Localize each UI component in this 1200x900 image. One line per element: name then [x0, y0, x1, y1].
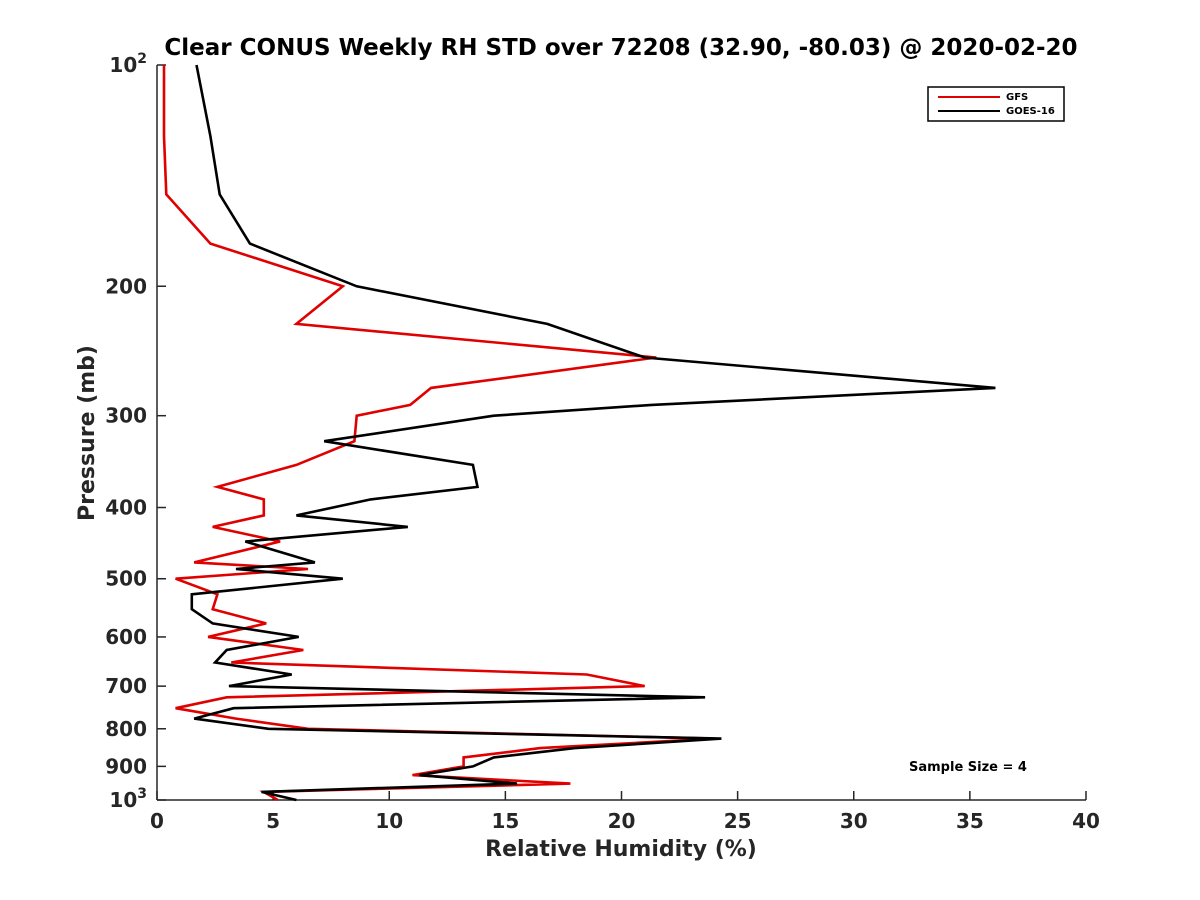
y-tick-label: 600 — [105, 625, 147, 649]
y-tick-label-base: 10 — [109, 788, 137, 812]
x-tick-label: 15 — [491, 809, 519, 833]
y-tick-label: 103 — [109, 786, 147, 812]
legend: GFS GOES-16 — [927, 86, 1065, 122]
legend-label-gfs: GFS — [1006, 92, 1028, 103]
y-tick-label: 200 — [105, 274, 147, 298]
y-tick-label-base: 10 — [109, 53, 137, 77]
y-tick-label-exponent: 2 — [137, 51, 147, 67]
series-line-goes16 — [190, 64, 996, 802]
legend-label-goes16: GOES-16 — [1006, 106, 1055, 117]
y-tick-label: 500 — [105, 567, 147, 591]
y-tick-label: 400 — [105, 496, 147, 520]
legend-box — [927, 86, 1065, 122]
x-tick-label: 10 — [375, 809, 403, 833]
x-tick-label: 35 — [956, 809, 984, 833]
x-tick-label: 30 — [840, 809, 868, 833]
x-axis-title: Relative Humidity (%) — [485, 837, 757, 862]
y-tick-label: 102 — [109, 51, 147, 77]
x-tick-label: 5 — [266, 809, 280, 833]
y-tick-label: 900 — [105, 754, 147, 778]
x-tick-label: 40 — [1072, 809, 1100, 833]
x-tick-label: 0 — [150, 809, 164, 833]
y-axis-title: Pressure (mb) — [75, 345, 100, 521]
sample-size-annotation: Sample Size = 4 — [909, 760, 1027, 775]
y-tick-label: 700 — [105, 674, 147, 698]
plot-area: 0 5 10 15 20 25 30 35 40102200300400500600700800… — [105, 51, 1100, 833]
x-tick-label: 20 — [608, 809, 636, 833]
chart-title: Clear CONUS Weekly RH STD over 72208 (32… — [164, 35, 1077, 61]
series-line-gfs — [162, 65, 715, 802]
x-tick-label: 25 — [724, 809, 752, 833]
y-tick-label: 800 — [105, 717, 147, 741]
y-tick-label-exponent: 3 — [137, 786, 147, 802]
y-tick-label: 300 — [105, 404, 147, 428]
